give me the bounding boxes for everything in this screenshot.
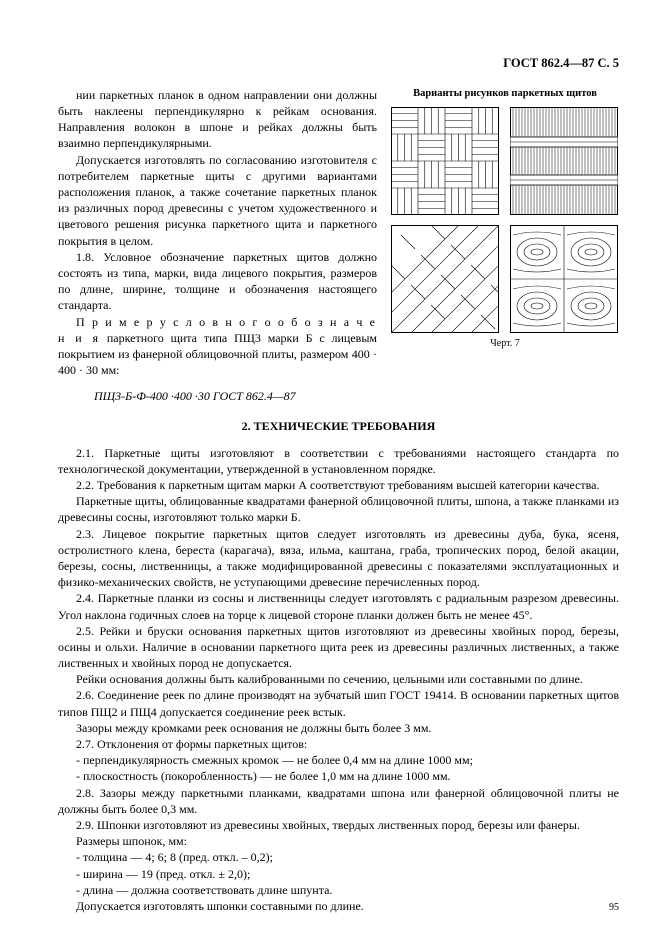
figure-column: Варианты рисунков паркетных щитов: [391, 87, 619, 405]
para-2-9-li3: - длина — должна соответствовать длине ш…: [58, 882, 619, 898]
section-2-title: 2. ТЕХНИЧЕСКИЕ ТРЕБОВАНИЯ: [58, 418, 619, 434]
example-desc: паркетного щита типа ПЩ3 марки Б с лицев…: [58, 331, 377, 377]
pattern-diagonal-brick-icon: [391, 225, 499, 333]
para-2-9: 2.9. Шпонки изготовляют из древесины хво…: [58, 817, 619, 833]
para-2-4: 2.4. Паркетные планки из сосны и листвен…: [58, 590, 619, 622]
figure-caption: Черт. 7: [391, 337, 619, 351]
para-2-6: 2.6. Соединение реек по длине производят…: [58, 687, 619, 719]
page-number: 95: [609, 901, 619, 915]
para-2-1: 2.1. Паркетные щиты изготовляют в соотве…: [58, 445, 619, 477]
para-2-5: 2.5. Рейки и бруски основания паркетных …: [58, 623, 619, 672]
para-2-7-li2: - плоскостность (покоробленность) — не б…: [58, 768, 619, 784]
para-2-5b: Рейки основания должны быть калиброванны…: [58, 671, 619, 687]
pattern-basketweave-icon: [391, 107, 499, 215]
designation-example: ПЩ3-Б-Ф-400 ·400 ·30 ГОСТ 862.4—87: [58, 388, 377, 404]
para-1-7a: нии паркетных планок в одном направлении…: [58, 87, 377, 152]
pattern-woodgrain-icon: [510, 225, 618, 333]
para-2-9b: Размеры шпонок, мм:: [58, 833, 619, 849]
para-example-intro: П р и м е р у с л о в н о г о о б о з н …: [58, 314, 377, 379]
body-text: 2.1. Паркетные щиты изготовляют в соотве…: [58, 445, 619, 914]
para-2-7-li1: - перпендикулярность смежных кромок — не…: [58, 752, 619, 768]
para-1-8: 1.8. Условное обозначение паркетных щито…: [58, 249, 377, 314]
left-column: нии паркетных планок в одном направлении…: [58, 87, 377, 405]
para-2-2b: Паркетные щиты, облицованные квадратами …: [58, 493, 619, 525]
para-1-7b: Допускается изготовлять по согласованию …: [58, 152, 377, 249]
figure-title: Варианты рисунков паркетных щитов: [391, 87, 619, 101]
pattern-grid: [391, 107, 619, 333]
para-2-9c: Допускается изготовлять шпонки составным…: [58, 898, 619, 914]
para-2-7: 2.7. Отклонения от формы паркетных щитов…: [58, 736, 619, 752]
para-2-8: 2.8. Зазоры между паркетными планками, к…: [58, 785, 619, 817]
para-2-3: 2.3. Лицевое покрытие паркетных щитов сл…: [58, 526, 619, 591]
para-2-9-li1: - толщина — 4; 6; 8 (пред. откл. – 0,2);: [58, 849, 619, 865]
document-header: ГОСТ 862.4—87 С. 5: [58, 55, 619, 72]
pattern-vertical-hatch-icon: [510, 107, 618, 215]
para-2-6b: Зазоры между кромками реек основания не …: [58, 720, 619, 736]
para-2-9-li2: - ширина — 19 (пред. откл. ± 2,0);: [58, 866, 619, 882]
para-2-2: 2.2. Требования к паркетным щитам марки …: [58, 477, 619, 493]
